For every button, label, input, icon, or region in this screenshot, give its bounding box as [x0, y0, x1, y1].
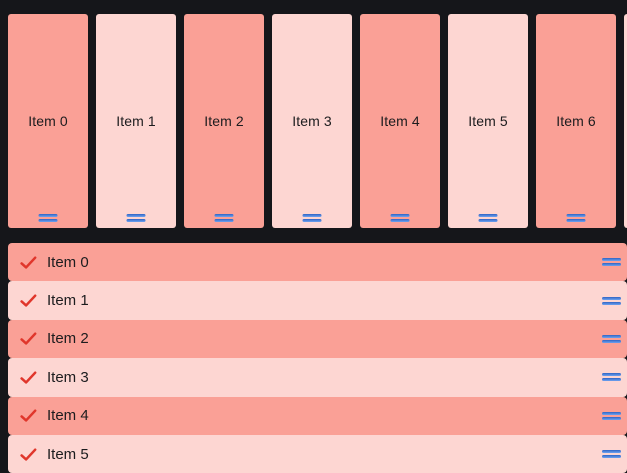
sortable-card[interactable]: Item 6 — [536, 14, 616, 228]
drag-handle-bar — [602, 339, 621, 343]
drag-handle-bar — [302, 214, 322, 217]
drag-handle-bar — [478, 214, 498, 217]
sortable-card[interactable] — [624, 14, 627, 228]
drag-handle-icon[interactable] — [602, 334, 621, 343]
list-item-label: Item 1 — [47, 292, 89, 310]
drag-handle-bar — [602, 263, 621, 267]
check-icon — [20, 409, 37, 422]
sortable-list: Item 0 Item 1 Item 2 Item 3 Item 4 Item 5 — [8, 243, 627, 473]
drag-handle-bar — [214, 219, 234, 222]
drag-handle-bar — [38, 219, 58, 222]
list-item[interactable]: Item 0 — [8, 243, 627, 282]
drag-handle-icon[interactable] — [602, 296, 621, 305]
sortable-card[interactable]: Item 1 — [96, 14, 176, 228]
drag-handle-icon[interactable] — [302, 214, 322, 222]
drag-handle-bar — [602, 258, 621, 262]
list-item[interactable]: Item 3 — [8, 358, 627, 397]
drag-handle-icon[interactable] — [602, 450, 621, 459]
card-label: Item 5 — [468, 113, 508, 129]
list-item-label: Item 4 — [47, 407, 89, 425]
drag-handle-icon[interactable] — [602, 373, 621, 382]
drag-handle-bar — [602, 373, 621, 377]
sortable-card[interactable]: Item 2 — [184, 14, 264, 228]
drag-handle-icon[interactable] — [566, 214, 586, 222]
drag-handle-icon[interactable] — [602, 411, 621, 420]
list-item[interactable]: Item 4 — [8, 396, 627, 435]
drag-handle-bar — [566, 219, 586, 222]
drag-handle-bar — [302, 219, 322, 222]
sortable-cards-row: Item 0 Item 1 Item 2 Item 3 Item 4 Item 5 Item… — [8, 14, 627, 228]
drag-handle-bar — [602, 411, 621, 415]
drag-handle-icon[interactable] — [38, 214, 58, 222]
drag-handle-icon[interactable] — [602, 258, 621, 267]
drag-handle-bar — [566, 214, 586, 217]
drag-handle-bar — [602, 450, 621, 454]
list-item[interactable]: Item 2 — [8, 319, 627, 359]
list-item[interactable]: Item 5 — [8, 434, 627, 473]
sortable-card[interactable]: Item 5 — [448, 14, 528, 228]
drag-handle-bar — [602, 378, 621, 382]
drag-handle-bar — [214, 214, 234, 217]
card-label: Item 2 — [204, 113, 244, 129]
drag-handle-icon[interactable] — [478, 214, 498, 222]
drag-handle-icon[interactable] — [390, 214, 410, 222]
drag-handle-icon[interactable] — [214, 214, 234, 222]
list-item-label: Item 2 — [47, 330, 89, 348]
drag-handle-bar — [478, 219, 498, 222]
check-icon — [20, 371, 37, 384]
drag-handle-icon[interactable] — [126, 214, 146, 222]
list-item-label: Item 0 — [47, 253, 89, 271]
check-icon — [20, 332, 37, 346]
card-label: Item 6 — [556, 113, 596, 129]
check-icon — [20, 448, 37, 461]
sortable-card[interactable]: Item 4 — [360, 14, 440, 228]
drag-handle-bar — [602, 301, 621, 305]
check-icon — [20, 256, 37, 269]
sortable-card[interactable]: Item 3 — [272, 14, 352, 228]
list-item[interactable]: Item 1 — [8, 281, 627, 320]
card-label: Item 0 — [28, 113, 68, 129]
drag-handle-bar — [602, 334, 621, 338]
drag-handle-bar — [602, 416, 621, 420]
card-label: Item 1 — [116, 113, 156, 129]
drag-handle-bar — [602, 455, 621, 459]
drag-handle-bar — [602, 296, 621, 300]
drag-handle-bar — [126, 219, 146, 222]
card-label: Item 4 — [380, 113, 420, 129]
check-icon — [20, 294, 37, 307]
drag-handle-bar — [38, 214, 58, 217]
list-item-label: Item 3 — [47, 368, 89, 386]
drag-handle-bar — [390, 214, 410, 217]
list-item-label: Item 5 — [47, 445, 89, 463]
drag-handle-bar — [126, 214, 146, 217]
sortable-card[interactable]: Item 0 — [8, 14, 88, 228]
card-label: Item 3 — [292, 113, 332, 129]
drag-handle-bar — [390, 219, 410, 222]
